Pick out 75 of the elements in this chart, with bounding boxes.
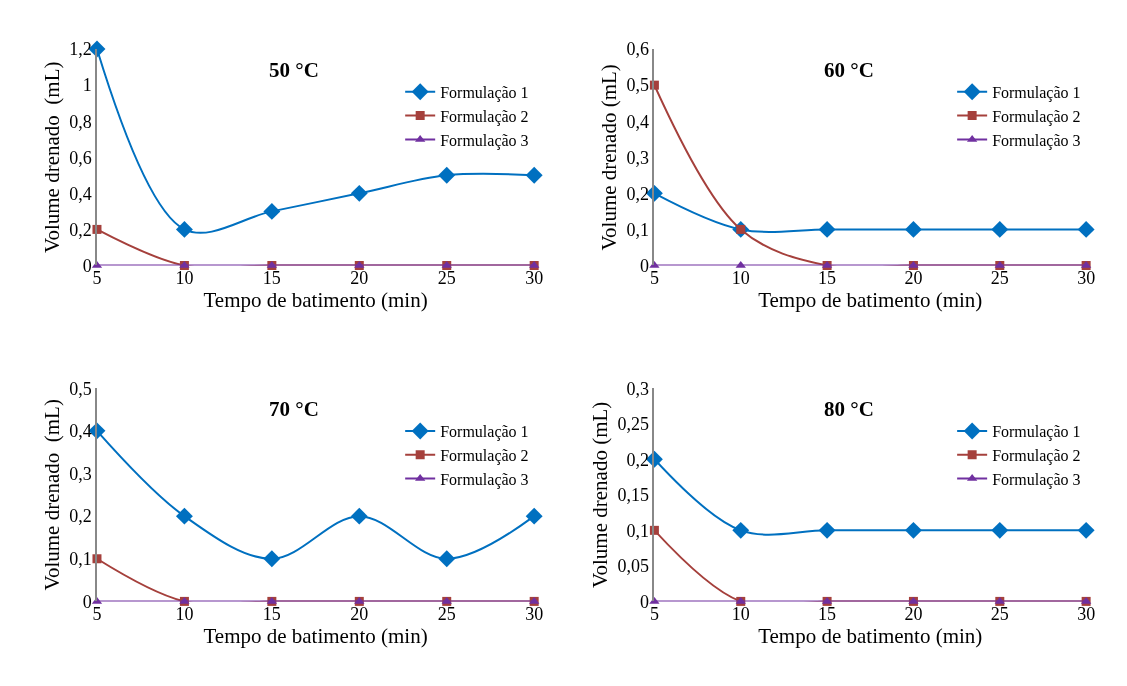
chart-title: 80 °C [824, 397, 874, 421]
y-tick-label: 0 [82, 591, 92, 612]
x-tick-label: 30 [1077, 268, 1096, 289]
y-tick-label: 0,15 [617, 485, 650, 506]
legend-label: Formulação 1 [992, 423, 1081, 442]
x-tick-label: 20 [350, 268, 369, 289]
y-tick-label: 0,2 [69, 506, 92, 527]
y-axis-title: Volume drenado (mL) [588, 401, 613, 588]
y-tick-label: 0,05 [617, 556, 650, 577]
x-tick-label: 25 [990, 268, 1009, 289]
legend-label: Formulação 2 [992, 447, 1081, 465]
legend-label: Formulação 1 [992, 84, 1081, 103]
x-tick-label: 25 [437, 604, 456, 625]
y-tick-label: 1 [82, 75, 92, 96]
legend-label: Formulação 3 [992, 131, 1081, 150]
y-tick-label: 0,2 [69, 219, 92, 240]
legend-label: Formulação 3 [992, 470, 1081, 489]
x-axis-title: Tempo de batimento (min) [203, 288, 428, 313]
x-tick-label: 15 [818, 604, 837, 625]
y-tick-label: 0,1 [626, 520, 650, 541]
y-tick-label: 1,2 [69, 39, 92, 60]
y-tick-label: 0 [640, 255, 650, 276]
y-tick-label: 0,5 [626, 75, 650, 96]
x-tick-label: 15 [262, 604, 281, 625]
chart-title: 60 °C [824, 58, 874, 82]
x-tick-label: 30 [525, 604, 544, 625]
y-axis-title: Volume drenado (mL) [39, 399, 64, 591]
x-axis-title: Tempo de batimento (min) [758, 288, 983, 313]
x-axis-title: Tempo de batimento (min) [758, 624, 983, 649]
x-tick-label: 10 [731, 604, 750, 625]
y-tick-label: 0,2 [626, 183, 650, 204]
y-tick-label: 0,6 [626, 39, 650, 60]
y-tick-label: 0,4 [69, 183, 92, 204]
x-tick-label: 15 [818, 268, 837, 289]
x-tick-label: 15 [262, 268, 281, 289]
legend-label: Formulação 2 [992, 107, 1081, 126]
x-tick-label: 20 [350, 604, 369, 625]
legend-label: Formulação 2 [440, 447, 529, 465]
y-tick-label: 0,25 [617, 414, 650, 435]
legend-label: Formulação 1 [440, 423, 529, 442]
x-tick-label: 25 [990, 604, 1009, 625]
y-tick-label: 0,3 [69, 463, 92, 484]
y-tick-label: 0,3 [626, 378, 650, 399]
x-tick-label: 10 [175, 268, 194, 289]
x-tick-label: 10 [731, 268, 750, 289]
x-tick-label: 20 [904, 604, 923, 625]
x-tick-label: 5 [649, 604, 659, 625]
x-tick-label: 5 [92, 268, 102, 289]
y-axis-title: Volume drenado (mL) [597, 64, 622, 251]
legend-label: Formulação 3 [440, 470, 529, 489]
x-tick-label: 10 [175, 604, 194, 625]
y-tick-label: 0 [82, 255, 92, 276]
y-tick-label: 0 [640, 591, 650, 612]
y-tick-label: 0,4 [69, 421, 92, 442]
x-axis-title: Tempo de batimento (min) [203, 624, 428, 649]
chart-title: 50 °C [269, 58, 319, 82]
legend-label: Formulação 2 [440, 107, 529, 126]
y-tick-label: 0,2 [626, 449, 650, 470]
x-tick-label: 20 [904, 268, 923, 289]
y-tick-label: 0,8 [69, 111, 92, 132]
y-tick-label: 0,3 [626, 147, 650, 168]
y-tick-label: 0,1 [626, 219, 650, 240]
x-tick-label: 25 [437, 268, 456, 289]
y-tick-label: 0,1 [69, 549, 92, 570]
y-tick-label: 0,5 [69, 378, 92, 399]
x-tick-label: 5 [649, 268, 659, 289]
x-tick-label: 30 [525, 268, 544, 289]
x-tick-label: 5 [92, 604, 102, 625]
chart-title: 70 °C [269, 397, 319, 421]
y-tick-label: 0,6 [69, 147, 92, 168]
y-axis-title: Volume drenado (mL) [39, 61, 64, 254]
legend-label: Formulação 3 [440, 131, 529, 150]
legend-label: Formulação 1 [440, 84, 529, 103]
x-tick-label: 30 [1077, 604, 1096, 625]
y-tick-label: 0,4 [626, 111, 650, 132]
